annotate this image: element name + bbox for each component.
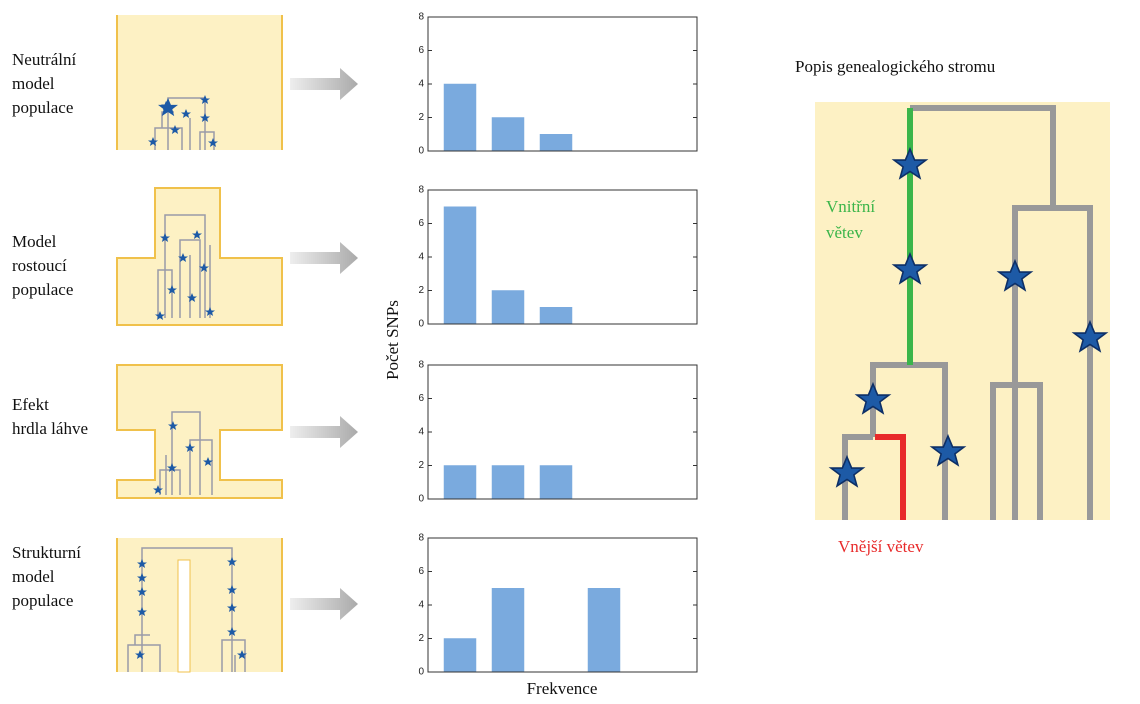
y-tick-label: 0	[418, 494, 424, 505]
panel-neutral	[117, 15, 282, 150]
y-tick-label: 8	[418, 185, 424, 196]
figure: Počet SNPs Frekvence Popis genealogickéh…	[0, 0, 1140, 704]
model-label: populace	[12, 591, 73, 610]
model-label: rostoucí	[12, 256, 67, 275]
model-label: populace	[12, 280, 73, 299]
bar	[588, 588, 620, 672]
y-tick-label: 2	[418, 633, 424, 644]
y-tick-label: 4	[418, 427, 424, 438]
bar	[444, 466, 476, 500]
model-label: Model	[12, 232, 57, 251]
bar	[540, 134, 572, 151]
inner-branch-label: Vnitřní	[826, 197, 875, 216]
bar	[444, 207, 476, 324]
panel-growth	[117, 188, 282, 325]
y-tick-label: 4	[418, 252, 424, 263]
model-label: Neutrální	[12, 50, 76, 69]
model-label: Strukturní	[12, 543, 81, 562]
model-label: hrdla láhve	[12, 419, 88, 438]
panel-bottleneck	[117, 365, 282, 498]
y-tick-label: 2	[418, 460, 424, 471]
outer-branch-label: Vnější větev	[838, 537, 924, 556]
model-label: model	[12, 567, 55, 586]
y-tick-label: 0	[418, 319, 424, 330]
inner-branch-label: větev	[826, 223, 863, 242]
y-tick-label: 4	[418, 600, 424, 611]
model-label: model	[12, 74, 55, 93]
y-tick-label: 8	[418, 533, 424, 544]
bar	[540, 466, 572, 500]
y-tick-label: 0	[418, 667, 424, 678]
bar	[444, 84, 476, 151]
bar	[492, 588, 524, 672]
y-tick-label: 0	[418, 146, 424, 157]
y-tick-label: 4	[418, 79, 424, 90]
bar	[492, 466, 524, 500]
tree-title: Popis genealogického stromu	[795, 57, 996, 76]
bar	[540, 307, 572, 324]
genealogy-tree: Popis genealogického stromu Vnitřní věte…	[795, 57, 1110, 556]
y-tick-label: 2	[418, 112, 424, 123]
y-tick-label: 8	[418, 360, 424, 371]
model-label: populace	[12, 98, 73, 117]
x-axis-label: Frekvence	[527, 679, 598, 698]
panel-structure	[117, 538, 282, 672]
y-tick-label: 6	[418, 393, 424, 404]
y-axis-label: Počet SNPs	[383, 300, 402, 380]
y-tick-label: 2	[418, 285, 424, 296]
bar	[492, 118, 524, 152]
model-label: Efekt	[12, 395, 49, 414]
arrows	[290, 68, 358, 620]
y-tick-label: 6	[418, 566, 424, 577]
y-tick-label: 8	[418, 12, 424, 23]
bar	[492, 291, 524, 325]
y-tick-label: 6	[418, 218, 424, 229]
y-tick-label: 6	[418, 45, 424, 56]
bar	[444, 639, 476, 673]
